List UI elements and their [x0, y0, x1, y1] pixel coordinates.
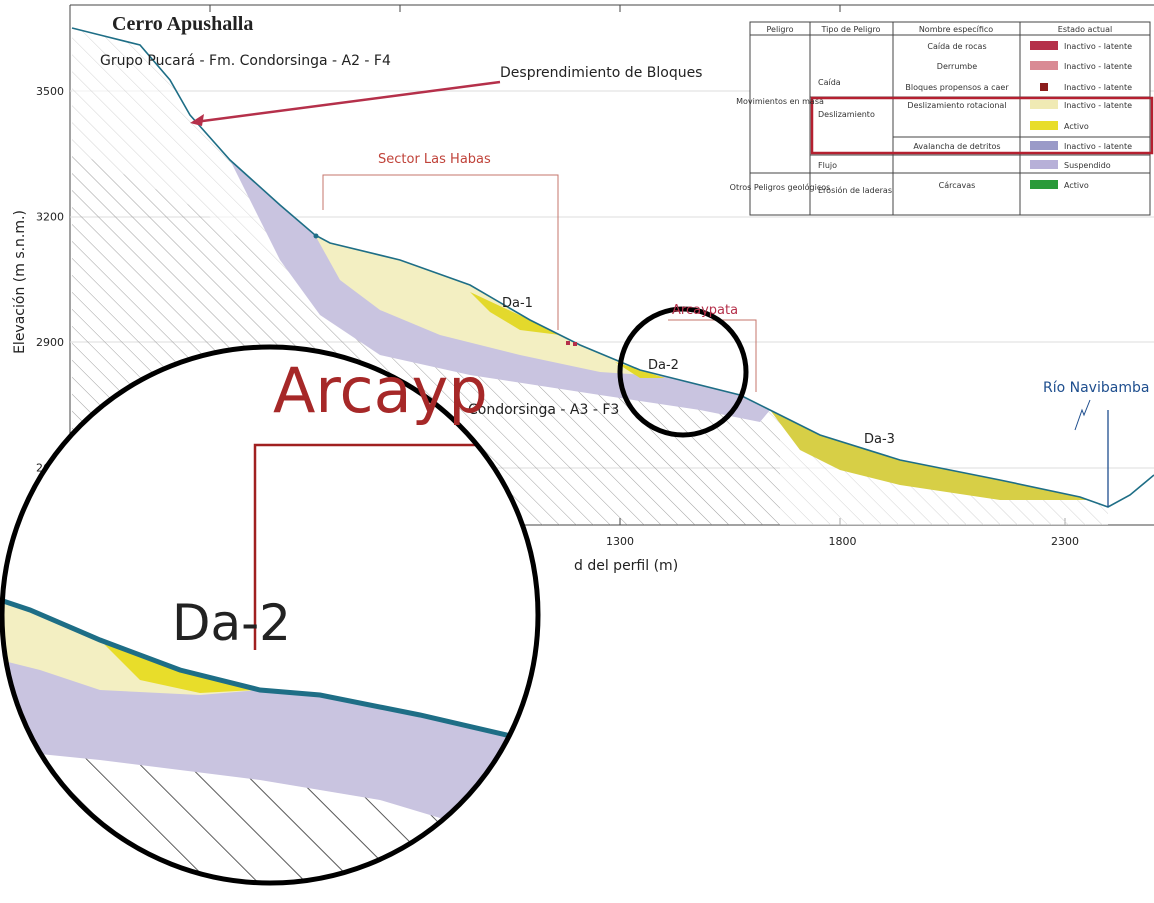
legend-swatch: [1030, 41, 1058, 50]
legend-cell: Inactivo - latente: [1064, 62, 1132, 71]
legend-cell: Deslizamiento: [818, 110, 875, 119]
legend-cell: Derrumbe: [937, 62, 977, 71]
legend-cell: Bloques propensos a caer: [905, 83, 1009, 92]
legend-cell: Movimientos en masa: [736, 97, 824, 106]
legend-cell: Avalancha de detritos: [913, 142, 1000, 151]
inset-label: Da-2: [172, 594, 291, 652]
legend-cell: Caída de rocas: [927, 42, 986, 51]
legend-cell: Erosión de laderas: [818, 185, 892, 195]
legend-cell: Otros Peligros geológicos: [730, 182, 831, 192]
legend-cell: Inactivo - latente: [1064, 42, 1132, 51]
legend-swatch: [1030, 180, 1058, 189]
legend-cell: Inactivo - latente: [1064, 142, 1132, 151]
legend: Peligro Tipo de Peligro Nombre específico E…: [730, 21, 1154, 216]
title: Cerro Apushalla: [112, 13, 253, 35]
annotation: Desprendimiento de Bloques: [500, 65, 702, 81]
legend-cell: Deslizamiento rotacional: [907, 101, 1006, 110]
legend-cell: Caída: [818, 78, 841, 87]
annotation: Da-2: [648, 358, 679, 373]
annotation: Da-3: [864, 432, 895, 447]
formation: Condorsinga - A3 - F3: [468, 402, 619, 418]
inset-label: Arcayp: [273, 354, 488, 427]
legend-header: Peligro: [767, 25, 794, 34]
x-tick-label: 1300: [606, 535, 634, 548]
formation: Grupo Pucará - Fm. Condorsinga - A2 - F4: [100, 53, 391, 69]
zoom-inset: [0, 344, 541, 886]
legend-header: Tipo de Peligro: [821, 25, 881, 34]
annotation: Arcaypata: [672, 303, 738, 318]
legend-cell: Flujo: [818, 161, 837, 170]
legend-header: Nombre específico: [919, 25, 993, 34]
legend-cell: Suspendido: [1064, 161, 1111, 170]
annotation: Sector Las Habas: [378, 152, 491, 167]
legend-swatch: [1030, 121, 1058, 130]
y-tick-label: 3200: [36, 211, 64, 224]
x-tick-label: 1800: [829, 535, 857, 548]
legend-cell: Activo: [1064, 181, 1089, 190]
legend-header: Estado actual: [1058, 25, 1112, 34]
annotations: [190, 80, 1109, 507]
legend-cell: Cárcavas: [939, 181, 976, 190]
annotation: Río Navibamba: [1043, 380, 1149, 396]
annotation: Da-1: [502, 296, 533, 311]
x-tick-label: 2300: [1051, 535, 1079, 548]
legend-swatch: [1030, 61, 1058, 70]
legend-swatch: [1030, 100, 1058, 109]
y-tick-label: 2900: [36, 336, 64, 349]
legend-cell: Activo: [1064, 122, 1089, 131]
legend-swatch: [1040, 83, 1048, 91]
y-tick-label: 3500: [36, 85, 64, 98]
y-axis-label: Elevación (m s.n.m.): [12, 210, 28, 354]
legend-cell: Inactivo - latente: [1064, 83, 1132, 92]
x-axis-label: d del perfil (m): [574, 558, 678, 574]
legend-cell: Inactivo - latente: [1064, 101, 1132, 110]
legend-swatch: [1030, 141, 1058, 150]
legend-swatch: [1030, 160, 1058, 169]
